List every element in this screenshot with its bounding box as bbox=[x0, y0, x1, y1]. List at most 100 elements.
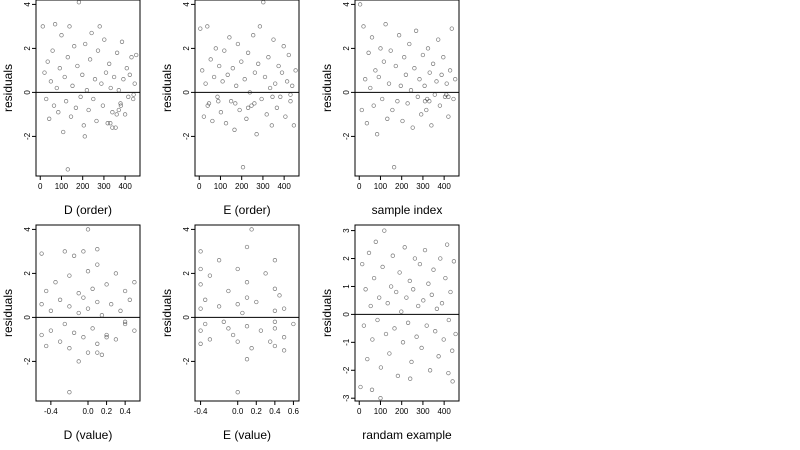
data-point bbox=[95, 341, 100, 346]
data-point bbox=[53, 280, 58, 285]
data-point bbox=[132, 81, 137, 86]
data-point bbox=[127, 297, 132, 302]
data-point bbox=[81, 123, 86, 128]
y-tick-label: 2 bbox=[342, 46, 351, 51]
x-tick-label: 200 bbox=[76, 182, 90, 191]
data-point bbox=[67, 390, 72, 395]
data-point bbox=[61, 129, 66, 135]
data-point bbox=[262, 74, 268, 80]
data-point bbox=[113, 337, 119, 342]
plot-panel-sample-index: 0 100 200 300 400 -2 0 2 4 sample index residuals bbox=[320, 0, 460, 217]
data-point bbox=[438, 256, 443, 261]
data-point bbox=[216, 99, 221, 104]
data-point bbox=[267, 85, 273, 91]
data-point bbox=[226, 288, 231, 294]
data-point bbox=[245, 105, 251, 110]
data-point bbox=[273, 81, 278, 86]
data-point bbox=[230, 66, 235, 71]
data-point bbox=[407, 41, 412, 47]
data-point bbox=[425, 96, 430, 102]
data-point bbox=[50, 48, 55, 53]
data-point bbox=[417, 77, 422, 82]
data-point bbox=[134, 52, 139, 58]
data-point bbox=[378, 365, 384, 370]
data-point bbox=[85, 269, 91, 274]
data-point bbox=[453, 331, 458, 337]
data-point bbox=[81, 249, 86, 254]
data-point bbox=[270, 94, 275, 99]
data-point bbox=[237, 107, 242, 113]
data-point bbox=[89, 30, 94, 36]
data-point bbox=[124, 66, 129, 71]
data-point bbox=[404, 295, 409, 300]
data-point bbox=[425, 46, 431, 51]
data-point bbox=[446, 317, 451, 323]
data-point bbox=[399, 309, 404, 314]
data-point bbox=[230, 332, 236, 338]
data-point bbox=[434, 79, 439, 84]
y-tick-label: 4 bbox=[182, 227, 191, 232]
data-point bbox=[254, 299, 259, 305]
data-point bbox=[388, 48, 393, 53]
data-point bbox=[235, 266, 240, 272]
data-point bbox=[268, 339, 273, 344]
data-point bbox=[99, 313, 105, 318]
data-point bbox=[207, 273, 213, 278]
y-tick-label: 0 bbox=[342, 312, 351, 317]
data-point bbox=[91, 96, 96, 102]
data-point bbox=[48, 308, 54, 313]
data-point bbox=[359, 107, 364, 113]
data-point bbox=[288, 99, 293, 104]
data-point bbox=[75, 63, 80, 69]
y-tick-label: -2 bbox=[23, 132, 32, 140]
data-point bbox=[366, 50, 371, 55]
data-point bbox=[391, 165, 397, 170]
data-point bbox=[249, 103, 254, 108]
data-point bbox=[226, 326, 231, 331]
data-point bbox=[90, 326, 95, 331]
data-point bbox=[436, 37, 441, 42]
data-point bbox=[86, 107, 91, 113]
data-point bbox=[360, 261, 365, 267]
x-tick-label: -0.4 bbox=[194, 407, 208, 416]
x-tick-label: 0 bbox=[357, 407, 362, 416]
data-point bbox=[227, 35, 232, 40]
y-tick-label: 0 bbox=[182, 315, 191, 320]
data-point bbox=[76, 359, 81, 364]
data-point bbox=[131, 96, 136, 102]
x-tick-label: 200 bbox=[235, 182, 249, 191]
data-point bbox=[263, 271, 268, 276]
y-tick-label: 1 bbox=[342, 284, 351, 289]
data-point bbox=[47, 116, 52, 121]
data-point bbox=[201, 114, 207, 119]
data-point bbox=[398, 83, 403, 88]
data-point bbox=[203, 321, 208, 327]
y-axis-title: residuals bbox=[1, 289, 15, 337]
data-point bbox=[67, 24, 72, 29]
data-point bbox=[410, 125, 415, 130]
data-point bbox=[76, 0, 82, 5]
data-point bbox=[131, 92, 136, 97]
data-point bbox=[71, 330, 77, 335]
data-point bbox=[373, 68, 378, 73]
data-point bbox=[412, 66, 417, 71]
data-point bbox=[67, 346, 72, 351]
data-point bbox=[99, 81, 104, 86]
data-point bbox=[286, 52, 291, 58]
data-point bbox=[198, 26, 203, 31]
y-tick-label: 0 bbox=[23, 90, 32, 95]
data-point bbox=[281, 335, 287, 340]
data-point bbox=[252, 101, 257, 106]
data-point bbox=[290, 83, 295, 88]
data-point bbox=[39, 302, 44, 307]
data-point bbox=[439, 72, 444, 77]
data-point bbox=[396, 33, 402, 38]
data-point bbox=[240, 310, 245, 316]
plot-frame bbox=[354, 0, 460, 177]
data-point bbox=[368, 85, 373, 91]
data-point bbox=[95, 299, 100, 305]
data-point bbox=[433, 329, 438, 334]
data-point bbox=[113, 271, 119, 276]
y-tick-label: -2 bbox=[182, 132, 191, 140]
data-point bbox=[205, 24, 210, 29]
